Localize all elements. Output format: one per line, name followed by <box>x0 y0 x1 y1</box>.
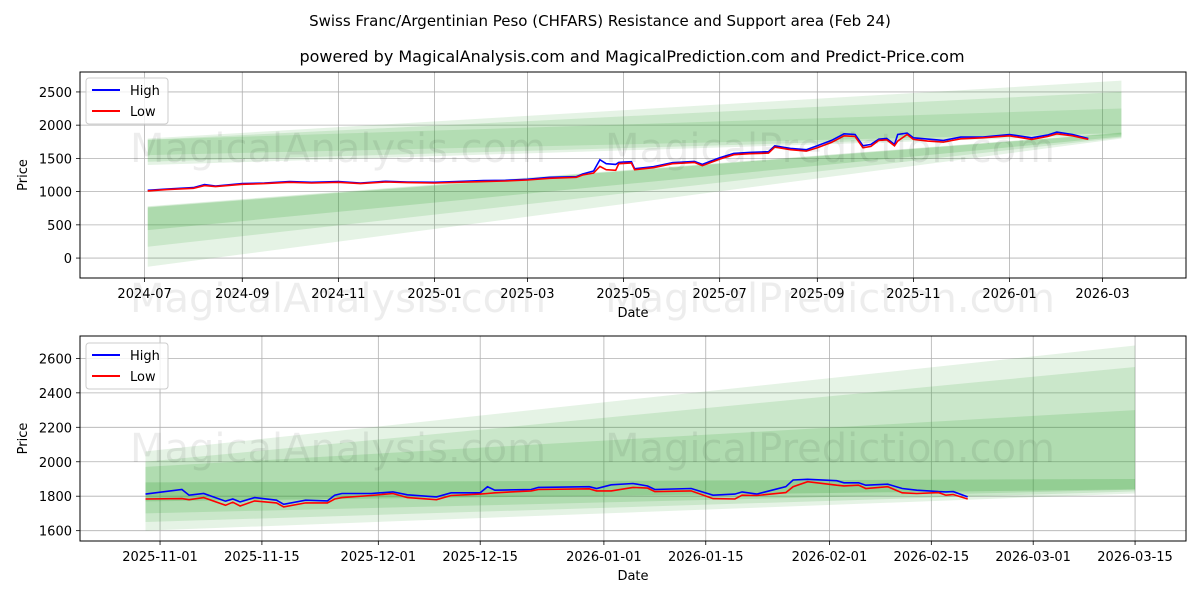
y-tick-label: 500 <box>47 219 72 234</box>
y-tick-label: 2600 <box>39 352 72 367</box>
x-tick-label: 2024-09 <box>215 287 269 302</box>
axes-frame <box>79 71 1187 279</box>
x-axis-label: Date <box>617 306 648 321</box>
resistance-support-band <box>147 132 1122 247</box>
legend-label-high: High <box>130 349 160 364</box>
y-tick-label: 2000 <box>39 456 72 471</box>
high-series-line <box>145 478 968 506</box>
legend: High Low <box>85 342 169 390</box>
y-tick-label: 2200 <box>39 421 72 436</box>
x-tick-label: 2026-02-01 <box>792 550 868 565</box>
y-tick-label: 1800 <box>39 490 72 505</box>
x-tick-label: 2025-01 <box>407 287 461 302</box>
chart-title: Swiss Franc/Argentinian Peso (CHFARS) Re… <box>309 12 891 30</box>
x-tick-label: 2026-03-15 <box>1097 550 1173 565</box>
resistance-support-band <box>147 133 1122 231</box>
x-tick-label: 2024-07 <box>117 287 171 302</box>
x-tick-label: 2026-01 <box>982 287 1036 302</box>
y-tick-label: 2400 <box>39 387 72 402</box>
x-tick-label: 2025-12-01 <box>341 550 417 565</box>
subplot-1: 2024-07 2024-09 2024-11 2025-01 2025-03 2025-… <box>16 71 1187 322</box>
x-tick-label: 2026-01-01 <box>566 550 642 565</box>
resistance-support-band <box>147 91 1122 162</box>
x-tick-label: 2025-11 <box>886 287 940 302</box>
y-axis-label: Price <box>16 423 31 455</box>
axes-frame <box>79 335 1187 542</box>
chart-subtitle: powered by MagicalAnalysis.com and Magic… <box>299 47 964 66</box>
low-series-line <box>145 480 968 508</box>
y-axis-label: Price <box>16 159 31 191</box>
x-tick-label: 2026-02-15 <box>894 550 970 565</box>
legend: High Low <box>85 77 169 125</box>
x-tick-label: 2025-11-01 <box>122 550 198 565</box>
resistance-support-band <box>147 80 1122 166</box>
resistance-support-band <box>145 410 1136 514</box>
x-tick-label: 2025-12-15 <box>442 550 518 565</box>
legend-label-high: High <box>130 84 160 99</box>
x-tick-label: 2026-03 <box>1075 287 1129 302</box>
y-tick-label: 1600 <box>39 525 72 540</box>
resistance-support-band <box>147 108 1122 156</box>
watermark-text: MagicalAnalysis.com <box>130 426 546 472</box>
x-tick-label: 2026-01-15 <box>668 550 744 565</box>
bands <box>147 80 1122 267</box>
legend-label-low: Low <box>130 370 156 385</box>
watermark-text: MagicalPrediction.com <box>605 426 1055 472</box>
y-tick-label: 2500 <box>39 86 72 101</box>
watermark-text: MagicalAnalysis.com <box>130 126 546 172</box>
x-tick-label: 2025-11-15 <box>224 550 300 565</box>
y-tick-label: 1500 <box>39 152 72 167</box>
low-series-line <box>147 132 1089 192</box>
x-tick-label: 2025-07 <box>692 287 746 302</box>
x-tick-label: 2024-11 <box>311 287 365 302</box>
x-tick-label: 2026-03-01 <box>995 550 1071 565</box>
legend-label-low: Low <box>130 105 156 120</box>
watermark-text: MagicalAnalysis.com <box>130 276 546 322</box>
resistance-support-band <box>145 367 1136 523</box>
resistance-support-band <box>147 132 1122 267</box>
x-tick-label: 2025-09 <box>790 287 844 302</box>
x-axis-label: Date <box>617 569 648 584</box>
y-tick-label: 0 <box>64 252 72 267</box>
watermark-text: MagicalPrediction.com <box>605 276 1055 322</box>
watermark-text: MagicalPrediction.com <box>605 126 1055 172</box>
x-tick-label: 2025-03 <box>500 287 554 302</box>
x-tick-label: 2025-05 <box>596 287 650 302</box>
y-tick-label: 2000 <box>39 119 72 134</box>
y-tick-label: 1000 <box>39 186 72 201</box>
subplot-2: 2025-11-01 2025-11-15 2025-12-01 2025-12-15… <box>16 335 1187 584</box>
